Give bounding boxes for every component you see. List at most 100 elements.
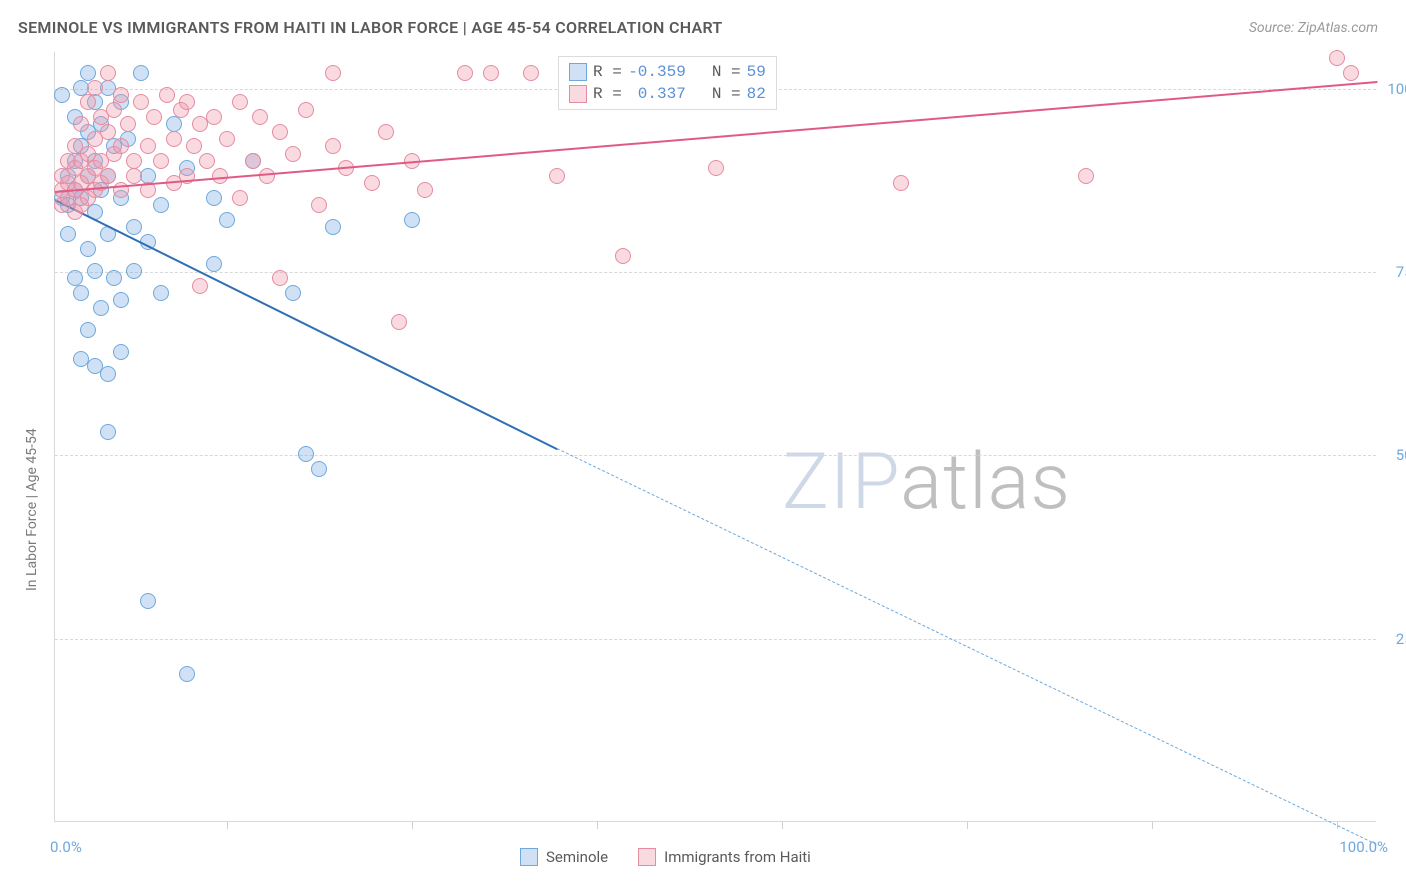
data-point <box>80 322 96 338</box>
data-point <box>417 182 433 198</box>
data-point <box>457 65 473 81</box>
data-point <box>80 94 96 110</box>
data-point <box>126 263 142 279</box>
watermark-zip: ZIP <box>782 437 900 528</box>
data-point <box>100 424 116 440</box>
data-point <box>179 666 195 682</box>
data-point <box>1343 65 1359 81</box>
data-point <box>166 116 182 132</box>
x-tick <box>412 821 413 829</box>
data-point <box>140 138 156 154</box>
data-point <box>133 94 149 110</box>
data-point <box>153 153 169 169</box>
data-point <box>113 138 129 154</box>
data-point <box>87 263 103 279</box>
data-point <box>67 270 83 286</box>
data-point <box>272 270 288 286</box>
x-tick <box>597 821 598 829</box>
data-point <box>60 226 76 242</box>
data-point <box>153 285 169 301</box>
data-point <box>298 446 314 462</box>
legend-n-value: 82 <box>747 83 766 105</box>
data-point <box>325 219 341 235</box>
data-point <box>80 241 96 257</box>
legend-n-label: N = <box>712 61 741 83</box>
data-point <box>523 65 539 81</box>
data-point <box>1329 50 1345 66</box>
data-point <box>126 153 142 169</box>
data-point <box>93 300 109 316</box>
data-point <box>325 138 341 154</box>
data-point <box>219 212 235 228</box>
data-point <box>245 153 261 169</box>
data-point <box>252 109 268 125</box>
data-point <box>325 65 341 81</box>
legend-n-value: 59 <box>747 61 766 83</box>
legend-n-label: N = <box>712 83 741 105</box>
data-point <box>206 256 222 272</box>
data-point <box>54 87 70 103</box>
data-point <box>1078 168 1094 184</box>
y-tick-label: 50.0% <box>1381 446 1406 464</box>
legend-correlation: R = -0.359 N = 59R = 0.337N = 82 <box>558 56 777 110</box>
data-point <box>206 109 222 125</box>
data-point <box>615 248 631 264</box>
data-point <box>549 168 565 184</box>
legend-swatch <box>638 848 656 866</box>
watermark-atlas: atlas <box>900 437 1071 528</box>
data-point <box>80 65 96 81</box>
data-point <box>404 212 420 228</box>
data-point <box>311 461 327 477</box>
data-point <box>166 131 182 147</box>
data-point <box>106 102 122 118</box>
gridline <box>55 639 1376 640</box>
trend-line <box>557 448 1377 845</box>
data-point <box>192 278 208 294</box>
x-tick <box>1152 821 1153 829</box>
data-point <box>219 131 235 147</box>
y-tick-label: 25.0% <box>1381 630 1406 648</box>
legend-swatch <box>569 63 587 81</box>
y-tick-label: 75.0% <box>1381 263 1406 281</box>
x-tick <box>227 821 228 829</box>
x-tick <box>967 821 968 829</box>
watermark: ZIPatlas <box>782 437 1071 528</box>
data-point <box>100 65 116 81</box>
data-point <box>126 219 142 235</box>
data-point <box>285 285 301 301</box>
x-origin-label: 0.0% <box>50 838 82 856</box>
data-point <box>100 124 116 140</box>
data-point <box>126 168 142 184</box>
data-point <box>272 124 288 140</box>
data-point <box>179 94 195 110</box>
chart-title: SEMINOLE VS IMMIGRANTS FROM HAITI IN LAB… <box>18 18 723 37</box>
data-point <box>73 116 89 132</box>
legend-r-value: -0.359 <box>628 61 686 83</box>
data-point <box>153 197 169 213</box>
data-point <box>285 146 301 162</box>
data-point <box>364 175 380 191</box>
legend-series-item: Seminole <box>520 848 608 866</box>
x-max-label: 100.0% <box>1339 838 1388 856</box>
legend-row: R = 0.337N = 82 <box>569 83 766 105</box>
data-point <box>199 153 215 169</box>
legend-series-label: Seminole <box>546 848 608 866</box>
data-point <box>298 102 314 118</box>
data-point <box>113 344 129 360</box>
data-point <box>87 80 103 96</box>
data-point <box>100 168 116 184</box>
legend-r-label: R = <box>593 83 622 105</box>
data-point <box>120 116 136 132</box>
legend-swatch <box>569 85 587 103</box>
data-point <box>893 175 909 191</box>
y-tick-label: 100.0% <box>1381 80 1406 98</box>
gridline <box>55 455 1376 456</box>
legend-series-label: Immigrants from Haiti <box>664 848 811 866</box>
data-point <box>206 190 222 206</box>
data-point <box>708 160 724 176</box>
plot-area: ZIPatlas 25.0%50.0%75.0%100.0% <box>54 52 1376 822</box>
data-point <box>133 65 149 81</box>
legend-series-item: Immigrants from Haiti <box>638 848 811 866</box>
legend-r-label: R = <box>593 61 622 83</box>
data-point <box>212 168 228 184</box>
